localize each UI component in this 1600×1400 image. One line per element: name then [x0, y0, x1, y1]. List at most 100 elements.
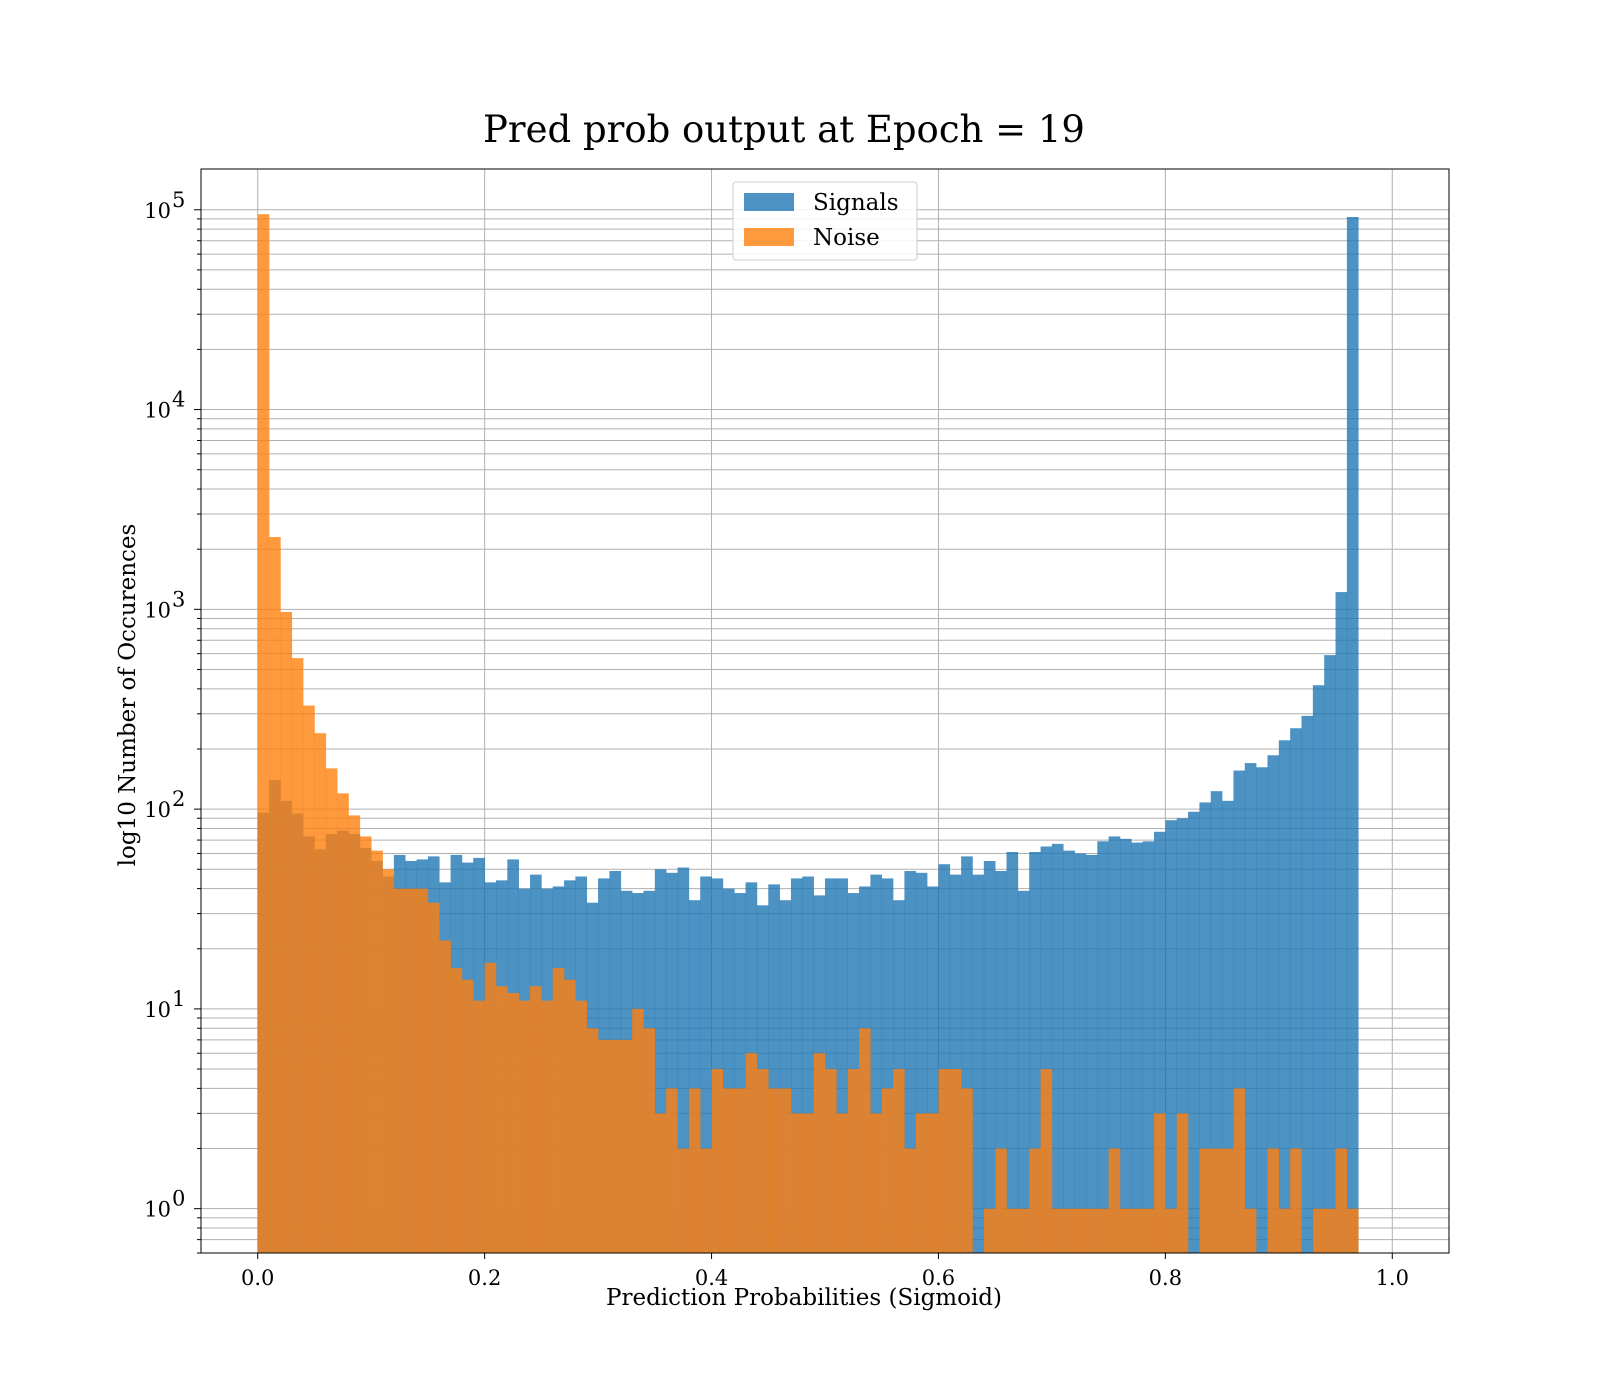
- bar-noise: [768, 1088, 780, 1253]
- bar-noise: [1154, 1113, 1166, 1253]
- bar-noise: [1142, 1208, 1155, 1253]
- bar-noise: [1006, 1208, 1019, 1253]
- bar-noise: [439, 940, 451, 1253]
- bar-signals: [1074, 853, 1087, 1253]
- bar-noise: [1165, 1208, 1178, 1253]
- bar-noise: [1097, 1208, 1109, 1253]
- bar-noise: [1278, 1208, 1291, 1253]
- y-tick-exponent: 3: [172, 587, 185, 611]
- bar-signals: [711, 878, 724, 1253]
- bar-noise: [484, 962, 497, 1253]
- bar-noise: [1051, 1208, 1064, 1253]
- bar-signals: [1085, 854, 1098, 1253]
- bar-noise: [337, 793, 349, 1253]
- bar-noise: [1119, 1208, 1132, 1253]
- bar-noise: [598, 1039, 610, 1253]
- x-tick-label: 0.0: [241, 1266, 274, 1290]
- bar-signals: [927, 886, 939, 1253]
- legend-label-noise: Noise: [813, 225, 880, 251]
- bar-signals: [734, 893, 746, 1253]
- bar-noise: [756, 1069, 769, 1253]
- bar-noise: [927, 1113, 939, 1253]
- bar-signals: [1312, 685, 1325, 1253]
- bar-signals: [688, 900, 701, 1253]
- bar-noise: [1017, 1208, 1030, 1253]
- x-tick-label: 0.2: [468, 1266, 501, 1290]
- bar-noise: [382, 869, 395, 1253]
- bar-signals: [790, 878, 803, 1253]
- bar-noise: [518, 1000, 531, 1253]
- bar-signals: [1222, 800, 1234, 1253]
- bar-noise: [405, 888, 417, 1253]
- bar-noise: [813, 1053, 826, 1253]
- bar-noise: [495, 986, 508, 1253]
- x-tick-label: 1.0: [1376, 1266, 1409, 1290]
- bar-noise: [303, 705, 315, 1253]
- x-axis-label: Prediction Probabilities (Sigmoid): [606, 1285, 1002, 1311]
- bar-signals: [825, 878, 837, 1253]
- bar-noise: [427, 902, 440, 1253]
- bar-noise: [836, 1113, 848, 1253]
- bar-signals: [722, 888, 735, 1253]
- bar-noise: [1267, 1148, 1280, 1253]
- bar-signals: [1210, 791, 1223, 1253]
- bar-noise: [325, 768, 338, 1253]
- bar-noise: [745, 1053, 758, 1253]
- bar-signals: [654, 869, 667, 1253]
- y-tick-exponent: 1: [172, 987, 185, 1011]
- bar-signals: [1199, 802, 1212, 1253]
- bar-signals: [1154, 831, 1166, 1253]
- bar-signals: [1244, 763, 1257, 1253]
- bar-noise: [371, 850, 383, 1253]
- bar-noise: [1346, 1208, 1359, 1253]
- y-axis-label: log10 Number of Occurences: [115, 524, 141, 867]
- bar-noise: [348, 815, 361, 1253]
- bar-signals: [1063, 850, 1075, 1253]
- bar-signals: [1017, 890, 1030, 1253]
- bar-noise: [564, 979, 576, 1253]
- bar-signals: [1346, 217, 1359, 1253]
- bar-signals: [1290, 728, 1302, 1253]
- bar-signals: [949, 874, 962, 1253]
- plot-area-frame: [200, 168, 1450, 1254]
- legend-swatch-noise: [744, 228, 794, 246]
- bar-signals: [802, 876, 814, 1253]
- bar-noise: [790, 1113, 803, 1253]
- legend: Signals Noise: [732, 181, 918, 261]
- bar-noise: [847, 1069, 860, 1253]
- bar-noise: [711, 1069, 724, 1253]
- bar-noise: [450, 968, 463, 1253]
- bar-noise: [530, 986, 542, 1253]
- bar-signals: [836, 878, 848, 1253]
- bar-noise: [541, 1000, 554, 1253]
- bar-noise: [393, 888, 406, 1253]
- bar-noise: [1210, 1148, 1223, 1253]
- bar-noise: [870, 1113, 883, 1253]
- bar-noise: [859, 1028, 871, 1253]
- bar-noise: [643, 1028, 656, 1253]
- bar-noise: [949, 1069, 962, 1253]
- bar-noise: [688, 1088, 701, 1253]
- bar-noise: [1335, 1148, 1348, 1253]
- bar-noise: [507, 993, 519, 1253]
- bar-noise: [1199, 1148, 1212, 1253]
- bar-signals: [1176, 818, 1189, 1253]
- bar-signals: [870, 874, 883, 1253]
- bar-noise: [1222, 1148, 1234, 1253]
- bar-signals: [1097, 841, 1109, 1253]
- y-tick-label: 10: [144, 399, 171, 423]
- x-tick-label: 0.4: [695, 1266, 728, 1290]
- bar-noise: [586, 1028, 599, 1253]
- y-tick-exponent: 5: [172, 188, 185, 212]
- bar-noise: [938, 1069, 951, 1253]
- bar-noise: [291, 658, 304, 1253]
- bar-signals: [700, 876, 712, 1253]
- bar-noise: [1244, 1208, 1257, 1253]
- bar-noise: [1063, 1208, 1075, 1253]
- bar-noise: [1040, 1069, 1053, 1253]
- bar-signals: [1040, 846, 1053, 1253]
- bar-noise: [881, 1088, 894, 1253]
- bar-signals: [904, 871, 917, 1253]
- bar-noise: [904, 1148, 917, 1253]
- bar-noise: [416, 888, 429, 1253]
